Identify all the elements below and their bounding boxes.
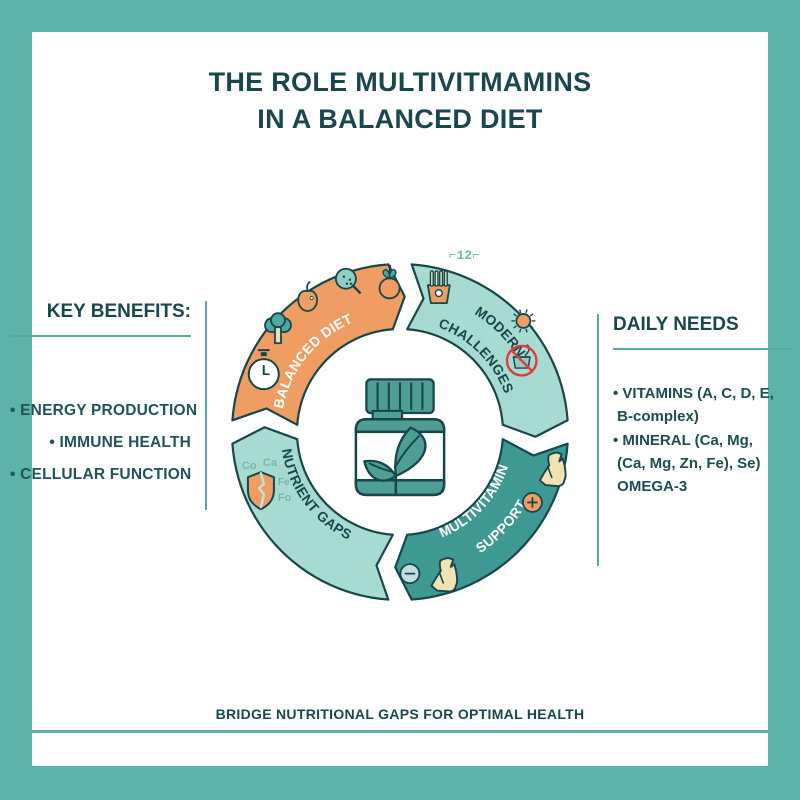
svg-text:Fo: Fo bbox=[278, 492, 292, 504]
svg-text:Fe: Fe bbox=[278, 477, 290, 488]
svg-text:Co: Co bbox=[242, 460, 257, 472]
svg-text:Ca: Ca bbox=[263, 457, 278, 469]
svg-text:⌐12⌐: ⌐12⌐ bbox=[449, 248, 480, 263]
